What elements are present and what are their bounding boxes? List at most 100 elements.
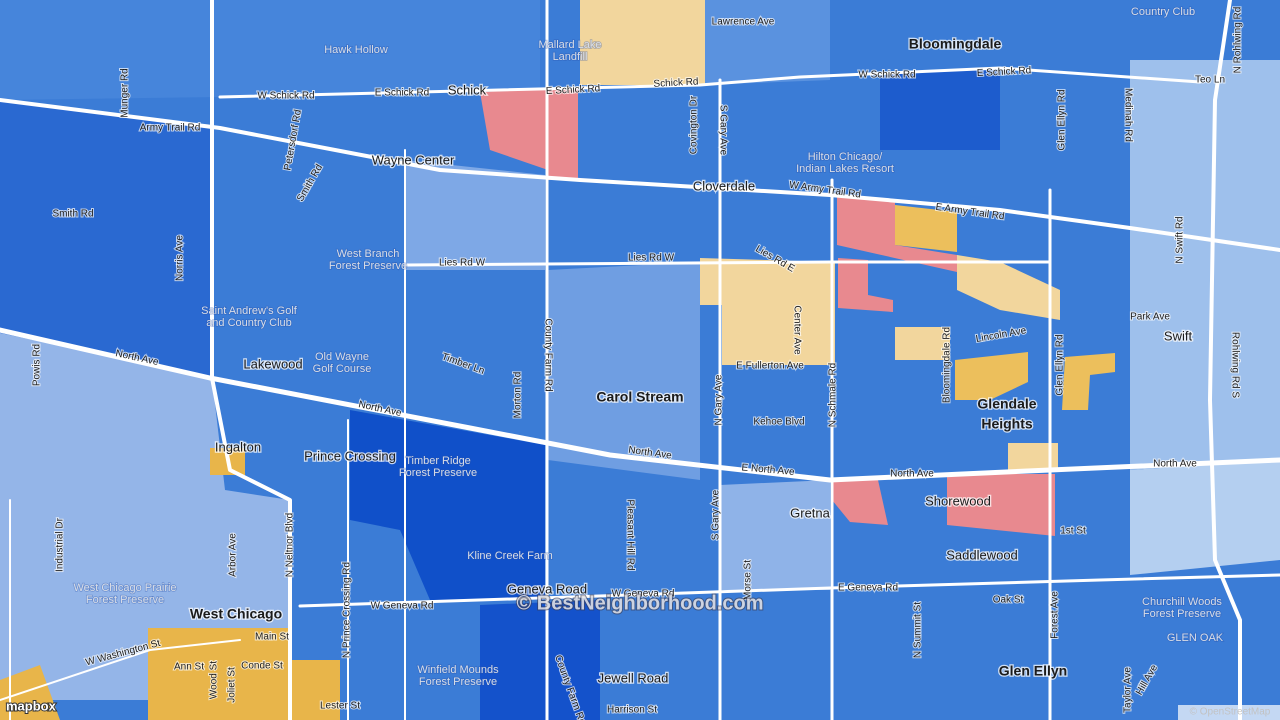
road-line: [1208, 0, 1242, 720]
poi-label: Forest Preserve: [1143, 608, 1221, 620]
region: [895, 327, 950, 360]
road-label: Medinah Rd: [1122, 88, 1133, 142]
region: [838, 258, 893, 312]
road-label: N Swift Rd: [1175, 216, 1186, 263]
place-label: Bloomingdale: [909, 36, 1002, 52]
poi-label: Hilton Chicago/: [808, 151, 884, 163]
place-label: Heights: [981, 416, 1033, 432]
road-label: Oak St: [993, 595, 1024, 606]
region: [350, 410, 545, 600]
road-label: Taylor Ave: [1123, 667, 1134, 713]
poi-label: Kline Creek Farm: [467, 550, 553, 562]
attribution-bg: [1178, 705, 1280, 720]
road-label: Covington Dr: [689, 95, 700, 154]
road-label: N Rohlwing Rd: [1233, 7, 1244, 74]
poi-label: and Country Club: [206, 317, 292, 329]
place-label: Glen Ellyn: [999, 663, 1067, 679]
place-label: Geneva Road: [507, 581, 587, 596]
poi-label: Old Wayne: [315, 351, 369, 363]
road-label: Industrial Dr: [55, 517, 66, 572]
road-label: County Farm Rd: [542, 318, 553, 391]
region: [580, 0, 705, 85]
place-label: Jewell Road: [598, 670, 669, 685]
road-label: Powis Rd: [32, 344, 43, 386]
region: [0, 665, 60, 720]
place-label: Gretna: [790, 505, 831, 520]
road-label: Teo Ln: [1195, 75, 1225, 86]
place-label: Carol Stream: [596, 389, 683, 405]
poi-label: Mallard Lake: [539, 39, 602, 51]
region: [480, 88, 578, 180]
region: [837, 197, 957, 272]
road-label: W Schick Rd: [858, 70, 915, 81]
road-label: Main St: [255, 632, 289, 643]
road-label: Bloomingdale Rd: [942, 327, 953, 403]
logo: mapbox: [6, 698, 57, 713]
watermark: © BestNeighborhood.com: [517, 592, 764, 614]
road-label: N Prince Crossing Rd: [342, 562, 353, 658]
road-label: W Geneva Rd: [612, 589, 675, 600]
place-label: Saddlewood: [946, 547, 1018, 562]
road-label: Lies Rd W: [628, 253, 675, 264]
place-label: Shorewood: [925, 493, 991, 508]
road-label: North Ave: [890, 469, 934, 480]
road-label: S Gary Ave: [711, 489, 722, 540]
place-label: Glendale: [977, 396, 1036, 412]
road-label: Ann St: [174, 662, 204, 673]
road-label: Conde St: [241, 661, 283, 672]
region: [0, 0, 540, 100]
road-label: N Schmale Rd: [828, 363, 839, 427]
road-label: Kehoe Blvd: [753, 417, 804, 428]
road-label: 1st St: [1060, 526, 1086, 537]
poi-label: Saint Andrew's Golf: [201, 305, 298, 317]
region: [955, 352, 1028, 400]
region: [947, 474, 1055, 536]
road-label: Lawrence Ave: [712, 17, 775, 28]
poi-label: Winfield Mounds: [417, 664, 499, 676]
place-label: West Chicago: [190, 606, 282, 622]
road-label: E Schick Rd: [375, 88, 429, 99]
road-line: [298, 573, 1280, 608]
road-label: S Gary Ave: [717, 105, 728, 156]
road-label: Park Ave: [1130, 312, 1170, 323]
region: [880, 68, 1000, 150]
road-label: Smith Rd: [52, 209, 93, 220]
road-label: North Ave: [1153, 459, 1197, 470]
road-label: W Geneva Rd: [371, 601, 434, 612]
poi-label: West Branch: [337, 248, 400, 260]
road-line: [0, 98, 1280, 252]
region: [700, 258, 835, 365]
poi-label: West Chicago Prairie: [73, 582, 176, 594]
road-label: Schick Rd: [653, 76, 699, 89]
road-label: E Fullerton Ave: [736, 361, 804, 372]
place-label: Ingalton: [215, 439, 261, 454]
road-label: Munger Rd: [120, 68, 131, 117]
region: [1130, 60, 1280, 470]
road-label: Norris Ave: [175, 235, 186, 281]
road-label: N Summit St: [913, 602, 924, 658]
poi-label: Forest Preserve: [399, 467, 477, 479]
road-label: Army Trail Rd: [140, 123, 201, 134]
region: [480, 600, 600, 720]
road-label: E Schick Rd: [546, 83, 601, 97]
road-label: Morse St: [743, 560, 754, 600]
road-label: Harrison St: [607, 705, 657, 716]
region: [1062, 353, 1115, 410]
poi-label: Golf Course: [313, 363, 372, 375]
place-label: Swift: [1164, 328, 1193, 343]
road-line: [0, 639, 241, 701]
labels: Bloomingdale Schick Wayne Center Cloverdale…: [5, 5, 1271, 720]
road-label: Joliet St: [227, 667, 238, 703]
poi-label: Forest Preserve: [329, 260, 407, 272]
region: [1130, 460, 1280, 575]
poi-label: Churchill Woods: [1142, 596, 1222, 608]
road-label: Glen Ellyn Rd: [1057, 89, 1068, 150]
poi-label: Timber Ridge: [405, 455, 471, 467]
road-label: W Schick Rd: [257, 91, 314, 102]
poi-label: Country Club: [1131, 6, 1195, 18]
region: [832, 480, 888, 525]
place-label: Wayne Center: [372, 152, 455, 167]
